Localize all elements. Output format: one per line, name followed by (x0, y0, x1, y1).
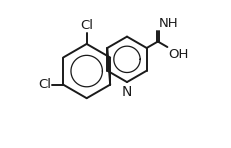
Text: Cl: Cl (38, 78, 51, 91)
Text: NH: NH (158, 17, 177, 30)
Text: Cl: Cl (80, 19, 93, 32)
Text: N: N (121, 85, 132, 99)
Text: OH: OH (167, 48, 188, 61)
